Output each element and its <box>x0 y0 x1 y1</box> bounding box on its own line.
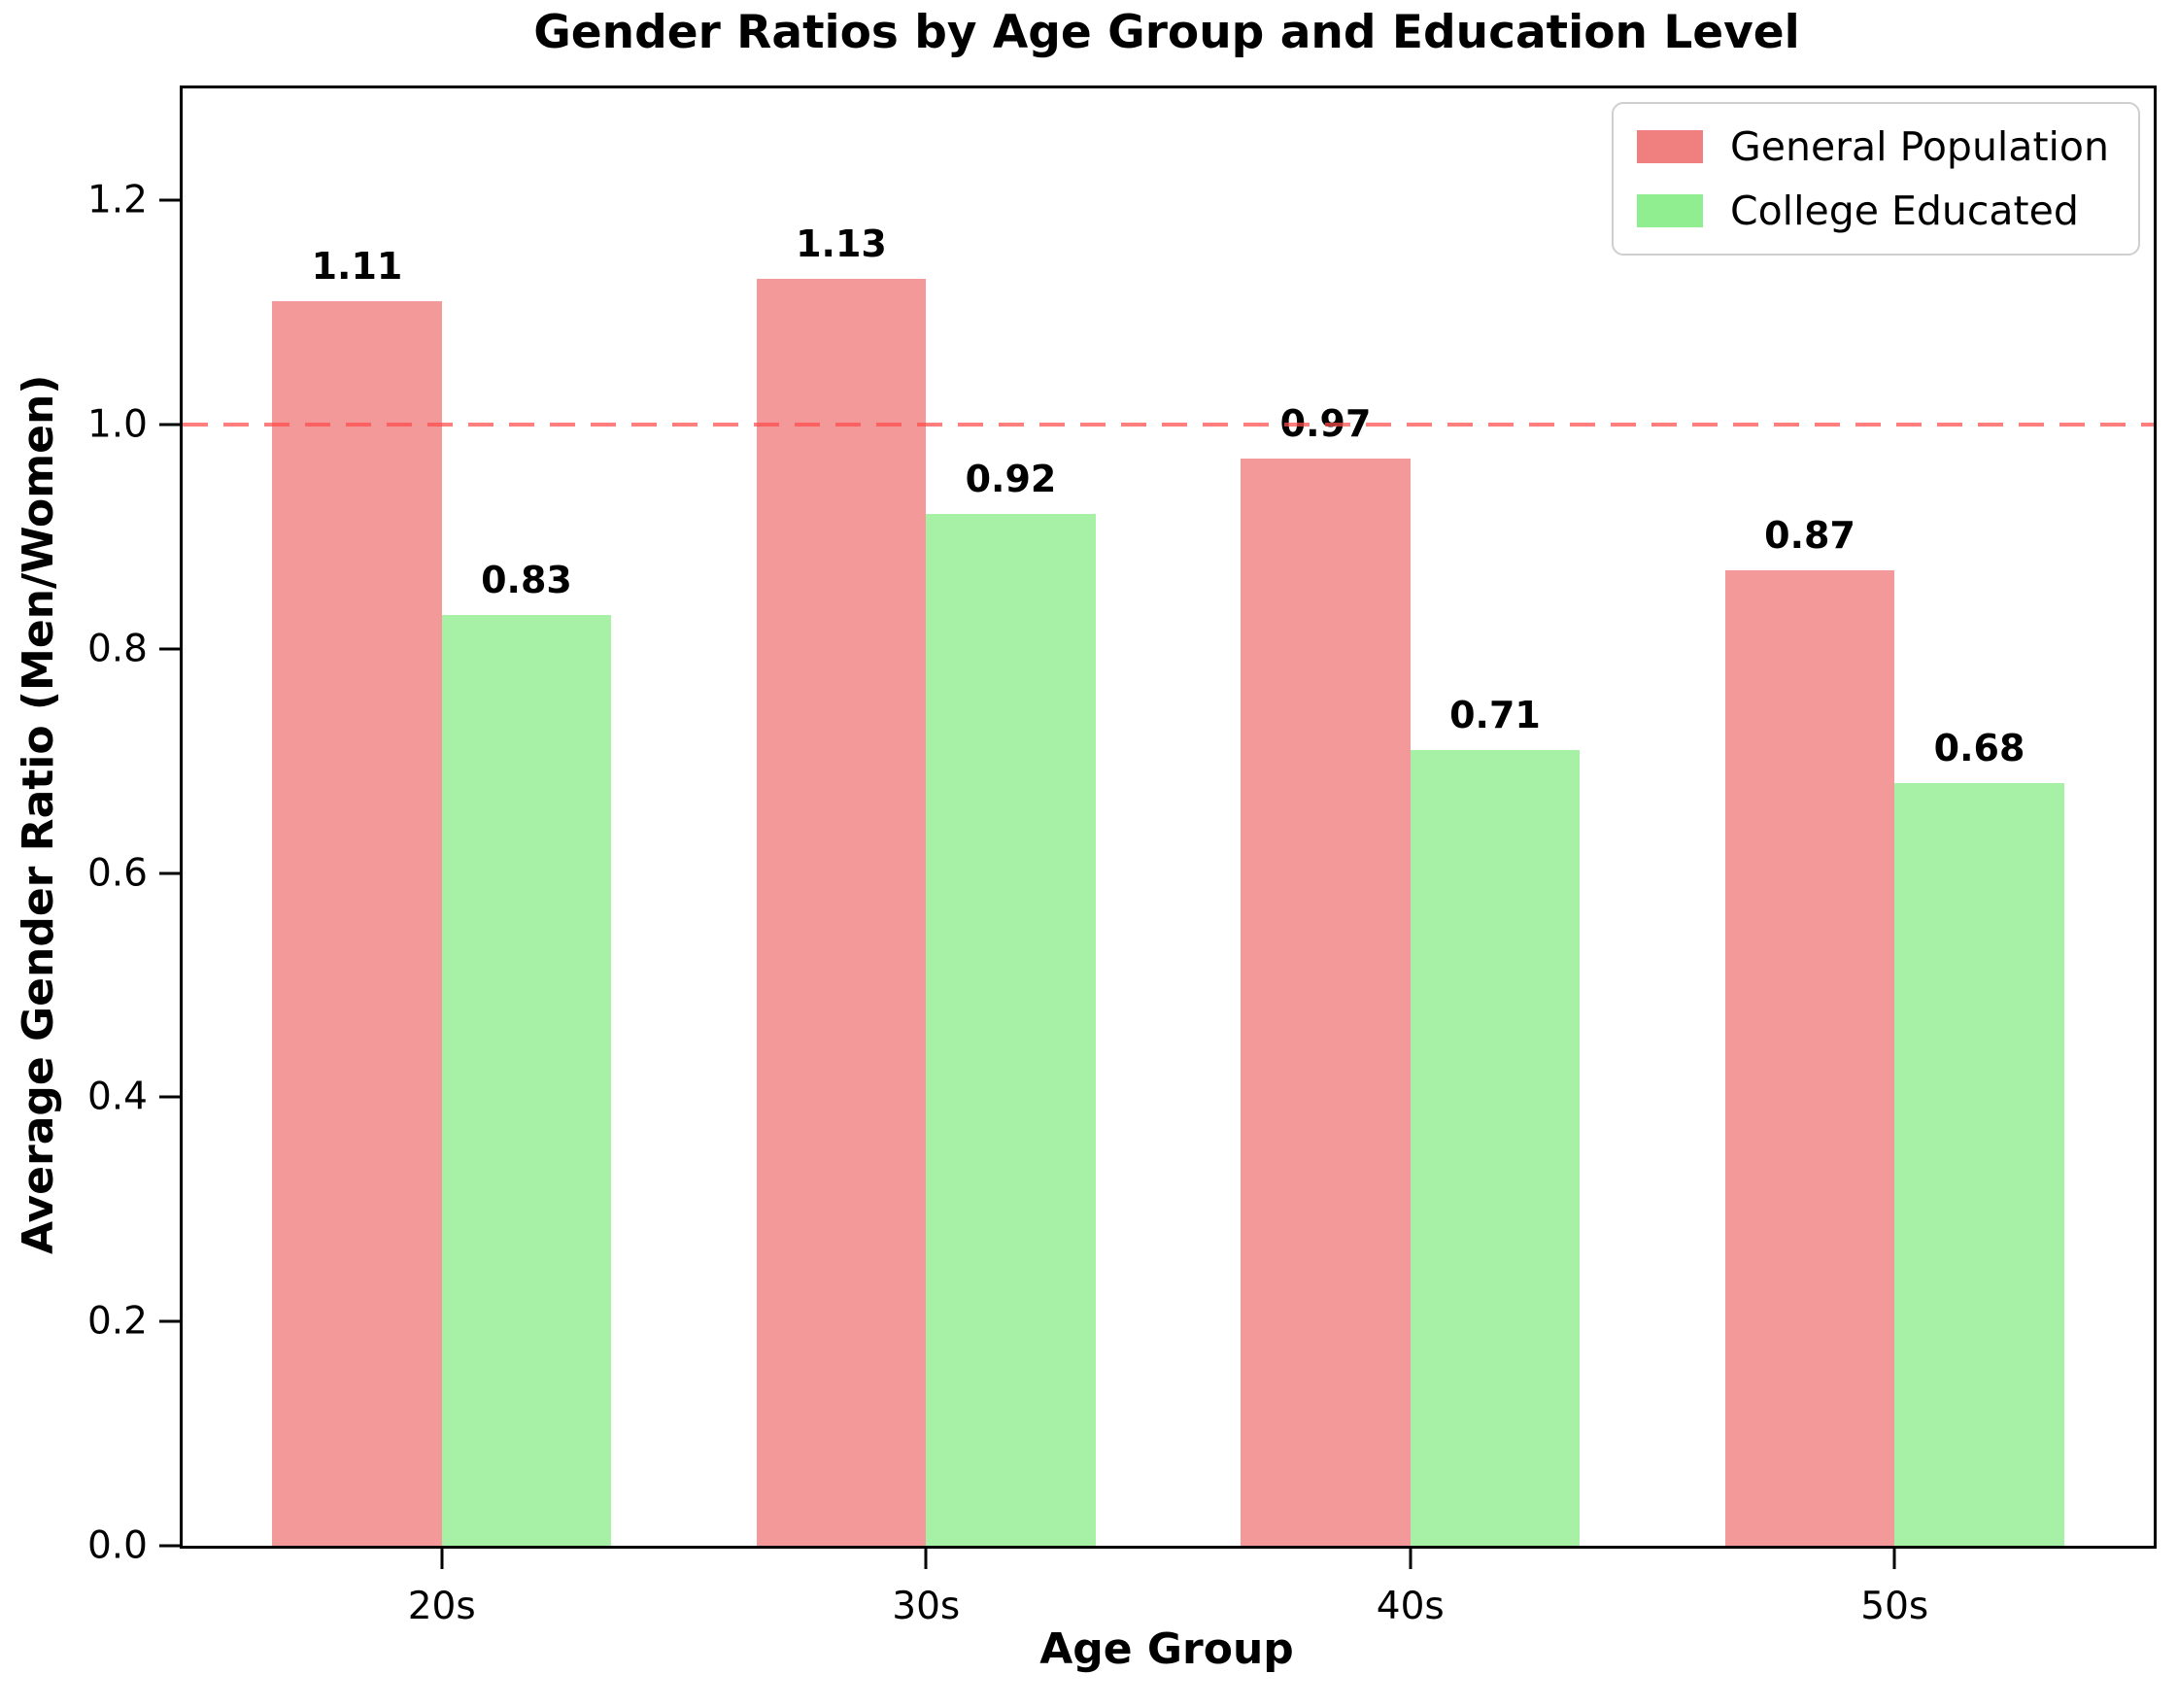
y-tick-mark <box>159 1095 180 1099</box>
y-tick-mark <box>159 1544 180 1548</box>
y-tick-label: 0.2 <box>86 1299 148 1344</box>
bar-college-educated-30s <box>926 514 1096 1546</box>
y-tick-mark <box>159 423 180 427</box>
bar-general-population-50s <box>1724 570 1895 1546</box>
bar-general-population-30s <box>756 279 927 1546</box>
x-tick-label: 50s <box>1860 1585 1929 1628</box>
x-tick-mark <box>924 1549 928 1569</box>
bar-value-label: 1.13 <box>796 222 887 266</box>
bar-value-label: 0.83 <box>481 559 572 602</box>
legend-swatch-general-population <box>1636 130 1703 163</box>
bar-value-label: 0.92 <box>965 458 1057 501</box>
y-tick-label: 0.4 <box>86 1075 148 1119</box>
x-axis-label: Age Group <box>1039 1624 1294 1674</box>
y-tick-mark <box>159 1319 180 1323</box>
bar-value-label: 1.11 <box>311 245 403 289</box>
bar-general-population-20s <box>272 301 442 1546</box>
y-tick-label: 0.6 <box>86 851 148 896</box>
legend-row: College Educated <box>1636 188 2109 234</box>
legend-label: College Educated <box>1729 188 2079 234</box>
legend-label: General Population <box>1729 123 2109 170</box>
legend-swatch-college-educated <box>1636 194 1703 227</box>
x-tick-label: 40s <box>1376 1585 1445 1628</box>
y-tick-mark <box>159 871 180 875</box>
x-tick-mark <box>1409 1549 1412 1569</box>
reference-line <box>183 423 2154 427</box>
bar-value-label: 0.87 <box>1764 514 1855 558</box>
bar-college-educated-20s <box>441 615 612 1546</box>
legend-row: General Population <box>1636 123 2109 170</box>
bar-general-population-40s <box>1241 458 1411 1546</box>
y-tick-label: 0.0 <box>86 1523 148 1568</box>
chart-title: Gender Ratios by Age Group and Education… <box>533 6 1800 59</box>
x-tick-label: 30s <box>892 1585 961 1628</box>
bar-college-educated-50s <box>1894 783 2064 1546</box>
y-tick-mark <box>159 647 180 651</box>
y-tick-label: 0.8 <box>86 627 148 671</box>
y-tick-label: 1.2 <box>86 178 148 222</box>
plot-area: General Population College Educated 0.0 0.… <box>87 85 2157 1628</box>
x-tick-mark <box>1892 1549 1896 1569</box>
bar-value-label: 0.71 <box>1449 693 1541 736</box>
x-tick-mark <box>440 1549 444 1569</box>
bar-value-label: 0.68 <box>1933 727 2025 770</box>
y-axis-label: Average Gender Ratio (Men/Women) <box>14 374 63 1254</box>
bar-college-educated-40s <box>1410 749 1581 1546</box>
x-tick-label: 20s <box>407 1585 476 1628</box>
legend: General Population College Educated <box>1611 102 2140 256</box>
y-tick-mark <box>159 198 180 202</box>
y-tick-label: 1.0 <box>86 402 148 447</box>
